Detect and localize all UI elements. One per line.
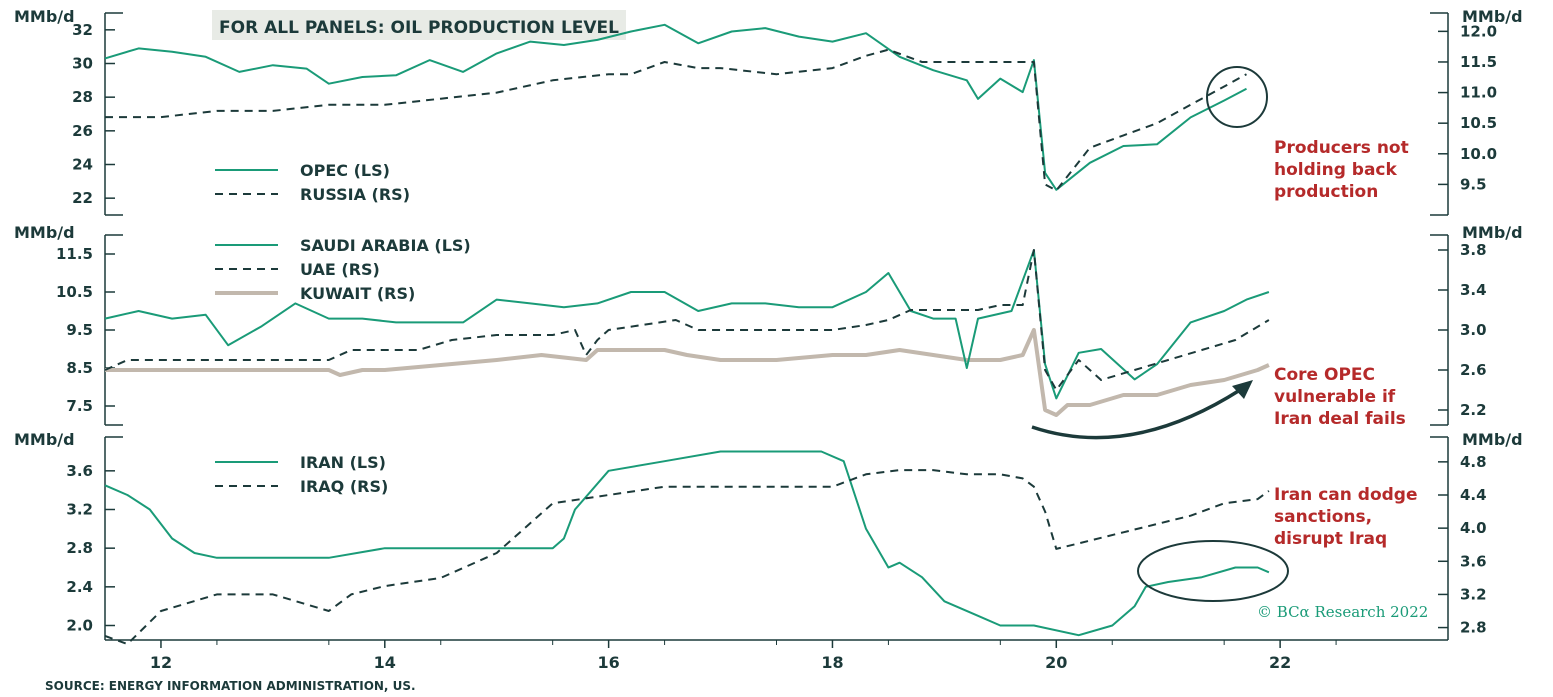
annotation-text: production — [1274, 182, 1378, 202]
right-axis-unit: MMb/d — [1462, 430, 1523, 449]
annotation-text: sanctions, — [1274, 507, 1372, 527]
panels: MMb/d MMb/d 22 24 26 28 30 32 9.5 10.0 10.5 11.0 11.… — [14, 7, 1523, 672]
legend-label: OPEC (LS) — [300, 161, 390, 180]
left-tick-label: 30 — [72, 55, 93, 73]
right-tick-label: 12.0 — [1460, 22, 1497, 40]
left-tick-label: 3.2 — [66, 501, 93, 519]
annotation-text: disrupt Iraq — [1274, 529, 1387, 549]
left-tick-label: 11.5 — [56, 245, 93, 263]
left-tick-label: 2.4 — [66, 578, 93, 596]
annotation-text: Producers not — [1274, 138, 1409, 158]
left-tick-label: 24 — [72, 156, 93, 174]
series-line-russia-rs — [105, 48, 1247, 192]
left-axis-unit: MMb/d — [14, 223, 75, 242]
left-tick-label: 28 — [72, 88, 93, 106]
x-tick-label: 22 — [1269, 653, 1291, 672]
left-axis-unit: MMb/d — [14, 7, 75, 26]
left-tick-label: 22 — [72, 189, 93, 207]
legend-label: IRAQ (RS) — [300, 477, 388, 496]
series-line-iran-ls — [104, 450, 1270, 637]
annotation-text: vulnerable if — [1274, 387, 1396, 407]
trend-arrow-head — [1232, 380, 1253, 399]
left-tick-label: 3.6 — [66, 462, 93, 480]
right-axis-unit: MMb/d — [1462, 223, 1523, 242]
right-tick-label: 2.2 — [1460, 401, 1487, 419]
annotation-text: Iran deal fails — [1274, 409, 1406, 429]
right-tick-label: 4.0 — [1460, 519, 1487, 537]
annotation-text: Iran can dodge — [1274, 485, 1418, 505]
legend-label: SAUDI ARABIA (LS) — [300, 236, 471, 255]
trend-arrow-curve — [1031, 388, 1241, 440]
left-tick-label: 2.0 — [66, 617, 93, 635]
left-tick-label: 10.5 — [56, 283, 93, 301]
left-tick-label: 32 — [72, 21, 93, 39]
legend-label: RUSSIA (RS) — [300, 185, 410, 204]
right-tick-label: 3.6 — [1460, 552, 1487, 570]
legend-label: UAE (RS) — [300, 260, 380, 279]
right-tick-label: 11.5 — [1460, 53, 1497, 71]
header-banner-bg — [212, 10, 626, 40]
series-line-uae-rs — [104, 249, 1270, 391]
left-tick-label: 26 — [72, 122, 93, 140]
annotation-text: Core OPEC — [1274, 365, 1375, 385]
right-tick-label: 2.8 — [1460, 619, 1487, 637]
series-line-opec-ls — [104, 23, 1247, 191]
x-tick-label: 18 — [821, 653, 843, 672]
x-tick-label: 14 — [374, 653, 396, 672]
x-tick-label: 16 — [597, 653, 619, 672]
highlight-circle — [1206, 66, 1268, 128]
left-tick-label: 8.5 — [66, 359, 93, 377]
left-tick-label: 9.5 — [66, 321, 93, 339]
source-note: SOURCE: ENERGY INFORMATION ADMINISTRATIO… — [45, 679, 416, 693]
legend-label: KUWAIT (RS) — [300, 284, 415, 303]
right-tick-label: 3.2 — [1460, 585, 1487, 603]
right-tick-label: 9.5 — [1460, 175, 1487, 193]
header-banner: FOR ALL PANELS: OIL PRODUCTION LEVEL — [219, 18, 619, 38]
right-tick-label: 11.0 — [1460, 84, 1497, 102]
right-tick-label: 2.6 — [1460, 361, 1487, 379]
right-tick-label: 3.8 — [1460, 241, 1487, 259]
x-tick-label: 20 — [1045, 653, 1067, 672]
right-tick-label: 10.5 — [1460, 114, 1497, 132]
right-tick-label: 4.4 — [1460, 486, 1487, 504]
right-tick-label: 3.0 — [1460, 321, 1487, 339]
right-tick-label: 3.4 — [1460, 281, 1487, 299]
x-tick-label: 12 — [150, 653, 172, 672]
left-axis-unit: MMb/d — [14, 430, 75, 449]
annotation-text: holding back — [1274, 160, 1398, 180]
left-tick-label: 7.5 — [66, 397, 93, 415]
right-tick-label: 10.0 — [1460, 145, 1497, 163]
series-line-saudi-arabia-ls — [104, 249, 1270, 400]
copyright: © BCα Research 2022 — [1257, 603, 1428, 621]
highlight-ellipse — [1137, 540, 1289, 602]
right-tick-label: 4.8 — [1460, 453, 1487, 471]
left-tick-label: 2.8 — [66, 539, 93, 557]
series-line-kuwait-rs — [105, 328, 1270, 417]
right-axis-unit: MMb/d — [1462, 7, 1523, 26]
legend-label: IRAN (LS) — [300, 453, 386, 472]
